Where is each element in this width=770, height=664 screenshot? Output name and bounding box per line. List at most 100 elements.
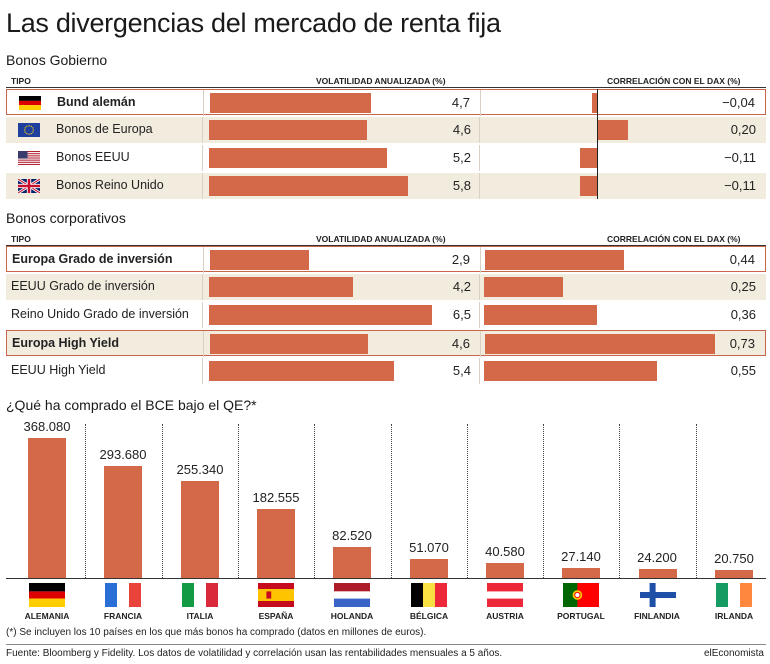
corp-column-divider — [479, 302, 480, 328]
gov-column-divider — [202, 145, 203, 171]
corp-correlation-value: 0,55 — [730, 363, 756, 378]
gov-correlation-bar — [580, 148, 597, 168]
corp-volatility-value: 5,4 — [452, 363, 471, 378]
bce-country-label: AUSTRIA — [486, 611, 524, 621]
corp-row-label: EEUU Grado de inversión — [11, 279, 155, 293]
gov-row-label: Bund alemán — [57, 95, 136, 109]
corp-volatility-value: 4,2 — [452, 279, 471, 294]
corp-volatility-value: 6,5 — [452, 307, 471, 322]
gov-section-title: Bonos Gobierno — [6, 52, 108, 68]
gov-volatility-value: 5,8 — [452, 178, 471, 193]
gov-correlation-value: 0,20 — [730, 122, 756, 137]
gov-column-divider — [202, 173, 203, 199]
gov-column-divider — [203, 90, 204, 116]
usa-flag-icon — [18, 151, 40, 165]
corp-correlation-value: 0,44 — [729, 252, 755, 267]
bce-column-separator — [85, 424, 86, 578]
bce-bar — [181, 481, 219, 578]
brand-name: elEconomista — [703, 648, 764, 659]
gov-correlation-bar — [597, 120, 628, 140]
bce-country-label: ESPAÑA — [258, 611, 294, 621]
bce-column-separator — [467, 424, 468, 578]
bce-value-label: 27.140 — [561, 549, 601, 564]
gov-volatility-bar — [209, 120, 367, 140]
gov-correlation-value: −0,11 — [724, 150, 756, 165]
bce-column-separator — [619, 424, 620, 578]
netherlands-flag-icon — [334, 583, 370, 607]
bce-bar — [104, 466, 142, 578]
corp-correlation-value: 0,73 — [729, 336, 755, 351]
bce-bar — [28, 438, 66, 578]
bce-value-label: 20.750 — [714, 551, 754, 566]
gov-correlation-value: −0,11 — [724, 178, 756, 193]
gov-volatility-bar — [209, 148, 387, 168]
gov-col-tipo: TIPO — [11, 76, 31, 86]
gov-row-label: Bonos EEUU — [56, 150, 130, 164]
bce-country-label: ITALIA — [186, 611, 214, 621]
bce-bar — [639, 569, 677, 578]
corp-col-correlation: CORRELACIÓN CON EL DAX (%) — [607, 234, 741, 244]
corp-col-tipo: TIPO — [11, 234, 31, 244]
bce-value-label: 40.580 — [485, 544, 525, 559]
corp-row-label: EEUU High Yield — [11, 363, 106, 377]
gov-correlation-bar — [592, 93, 598, 113]
corp-volatility-value: 4,6 — [451, 336, 470, 351]
gov-col-volatility: VOLATILIDAD ANUALIZADA (%) — [316, 76, 446, 86]
bce-country-label: PORTUGAL — [557, 611, 605, 621]
corp-column-divider — [203, 247, 204, 273]
corp-column-divider — [480, 247, 481, 273]
page-title: Las divergencias del mercado de renta fi… — [6, 8, 501, 38]
gov-column-divider — [202, 117, 203, 143]
corp-volatility-value: 2,9 — [451, 252, 470, 267]
bce-column-separator — [162, 424, 163, 578]
bce-column-separator — [238, 424, 239, 578]
gov-volatility-value: 4,6 — [452, 122, 471, 137]
bce-column-separator — [391, 424, 392, 578]
bce-bar — [562, 568, 600, 578]
gov-row: Bund alemán 4,7 −0,04 — [6, 89, 766, 116]
bce-value-label: 368.080 — [23, 419, 71, 434]
gov-row-label: Bonos de Europa — [56, 122, 153, 136]
corp-row: Europa Grado de inversión 2,9 0,44 — [6, 246, 766, 273]
corp-column-divider — [203, 331, 204, 357]
gov-column-divider — [479, 117, 480, 143]
corp-row: EEUU High Yield 5,4 0,55 — [6, 358, 766, 384]
corp-volatility-bar — [209, 361, 394, 381]
gov-correlation-value: −0,04 — [722, 95, 755, 110]
bce-bar — [257, 509, 295, 578]
gov-col-correlation: CORRELACIÓN CON EL DAX (%) — [607, 76, 741, 86]
gov-correlation-zero-line — [597, 89, 598, 199]
gov-column-divider — [480, 90, 481, 116]
germany-flag-icon — [19, 96, 41, 110]
corp-column-divider — [480, 331, 481, 357]
ireland-flag-icon — [716, 583, 752, 607]
italy-flag-icon — [182, 583, 218, 607]
bce-country-label: ALEMANIA — [24, 611, 70, 621]
corp-volatility-bar — [209, 305, 432, 325]
bce-bar — [333, 547, 371, 578]
corp-row-label: Reino Unido Grado de inversión — [11, 307, 189, 321]
corp-volatility-bar — [210, 334, 368, 354]
bce-value-label: 182.555 — [252, 490, 300, 505]
germany-flag-icon — [29, 583, 65, 607]
corp-row: Europa High Yield 4,6 0,73 — [6, 330, 766, 357]
austria-flag-icon — [487, 583, 523, 607]
gov-header-rule — [6, 87, 766, 88]
bce-country-label: BÉLGICA — [409, 611, 449, 621]
bce-country-label: FRANCIA — [103, 611, 143, 621]
bce-country-label: HOLANDA — [330, 611, 374, 621]
gov-correlation-bar — [580, 176, 597, 196]
finland-flag-icon — [640, 583, 676, 607]
belgium-flag-icon — [411, 583, 447, 607]
gov-row-label: Bonos Reino Unido — [56, 178, 164, 192]
corp-header-rule — [6, 245, 766, 246]
portugal-flag-icon — [563, 583, 599, 607]
corp-correlation-bar — [484, 361, 657, 381]
bce-bar — [486, 563, 524, 578]
corp-correlation-value: 0,25 — [730, 279, 756, 294]
bce-section-title: ¿Qué ha comprado el BCE bajo el QE?* — [6, 397, 257, 413]
gov-column-divider — [479, 173, 480, 199]
gov-volatility-bar — [209, 176, 408, 196]
bce-value-label: 255.340 — [176, 462, 224, 477]
bce-country-label: IRLANDA — [714, 611, 754, 621]
